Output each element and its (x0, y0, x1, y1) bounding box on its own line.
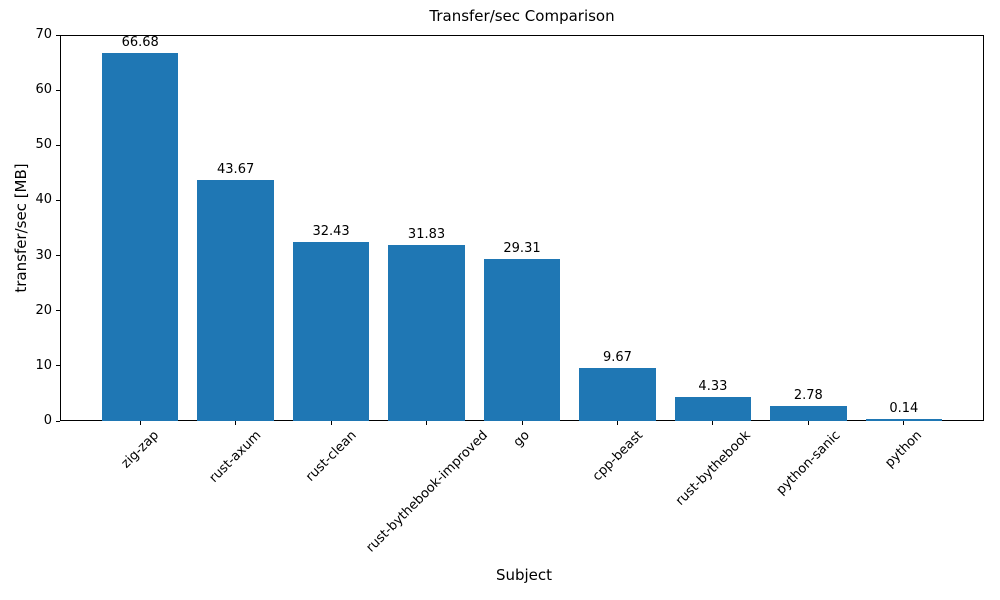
y-tick-label: 20 (35, 302, 52, 318)
bar-value-label: 66.68 (121, 35, 159, 51)
y-tick-label: 70 (35, 27, 52, 42)
y-tick-mark (56, 199, 60, 201)
x-tick-mark (807, 421, 809, 425)
bar-value-label: 9.67 (602, 349, 632, 365)
bar-cpp-beast (579, 367, 656, 421)
bar-zig-zap (102, 53, 179, 421)
bar-python (865, 419, 942, 421)
bar-rust-bythebook (674, 397, 752, 421)
y-tick-label: 50 (35, 137, 52, 153)
y-tick-label: 40 (35, 192, 52, 208)
x-tick-label: rust-axum (206, 428, 265, 486)
bar-python-sanic (770, 405, 847, 421)
bar-value-label: 43.67 (217, 162, 255, 178)
x-tick-label: rust-bythebook-improved (363, 428, 491, 556)
x-tick-mark (521, 421, 523, 425)
plot-area: 0 10 20 30 40 50 60 70 66.68 zig-zap 43.67 rust-axu… (35, 27, 984, 555)
bar-rust-bythebook-improved (388, 245, 465, 421)
x-tick-label: python-sanic (773, 428, 844, 498)
bar-go (483, 259, 561, 421)
x-tick-label: python (882, 428, 926, 471)
x-tick-mark (139, 421, 141, 425)
chart-title: Transfer/sec Comparison (429, 7, 615, 25)
x-tick-label: go (511, 428, 534, 451)
x-axis-label: Subject (495, 566, 553, 584)
bar-value-label: 0.14 (889, 401, 919, 416)
bar-value-label: 4.33 (698, 379, 728, 395)
bar-value-label: 31.83 (407, 227, 446, 243)
y-tick-label: 60 (35, 82, 52, 98)
bar-rust-axum (197, 180, 274, 421)
y-tick-mark (56, 255, 60, 257)
x-tick-mark (426, 421, 428, 425)
y-tick-label: 30 (35, 247, 52, 263)
y-tick-mark (56, 420, 60, 422)
bar-value-label: 29.31 (503, 241, 541, 257)
x-tick-label: rust-bythebook (672, 428, 754, 509)
x-tick-mark (330, 421, 332, 425)
y-axis-label: transfer/sec [MB] (12, 163, 30, 293)
x-tick-label: zig-zap (118, 428, 163, 472)
x-tick-mark (616, 421, 618, 425)
bar-rust-clean (292, 242, 370, 421)
y-tick-mark (56, 310, 60, 312)
bar-value-label: 2.78 (793, 387, 823, 403)
y-tick-mark (56, 144, 60, 146)
x-tick-mark (235, 421, 237, 425)
x-tick-label: cpp-beast (589, 428, 646, 485)
x-tick-mark (712, 421, 714, 425)
bar-value-label: 32.43 (312, 224, 350, 240)
x-tick-label: rust-clean (302, 428, 360, 485)
y-tick-label: 0 (43, 413, 52, 428)
y-tick-mark (56, 34, 60, 36)
y-tick-mark (56, 89, 60, 91)
y-tick-mark (56, 365, 60, 367)
y-tick-label: 10 (35, 357, 52, 373)
x-tick-mark (903, 421, 905, 425)
